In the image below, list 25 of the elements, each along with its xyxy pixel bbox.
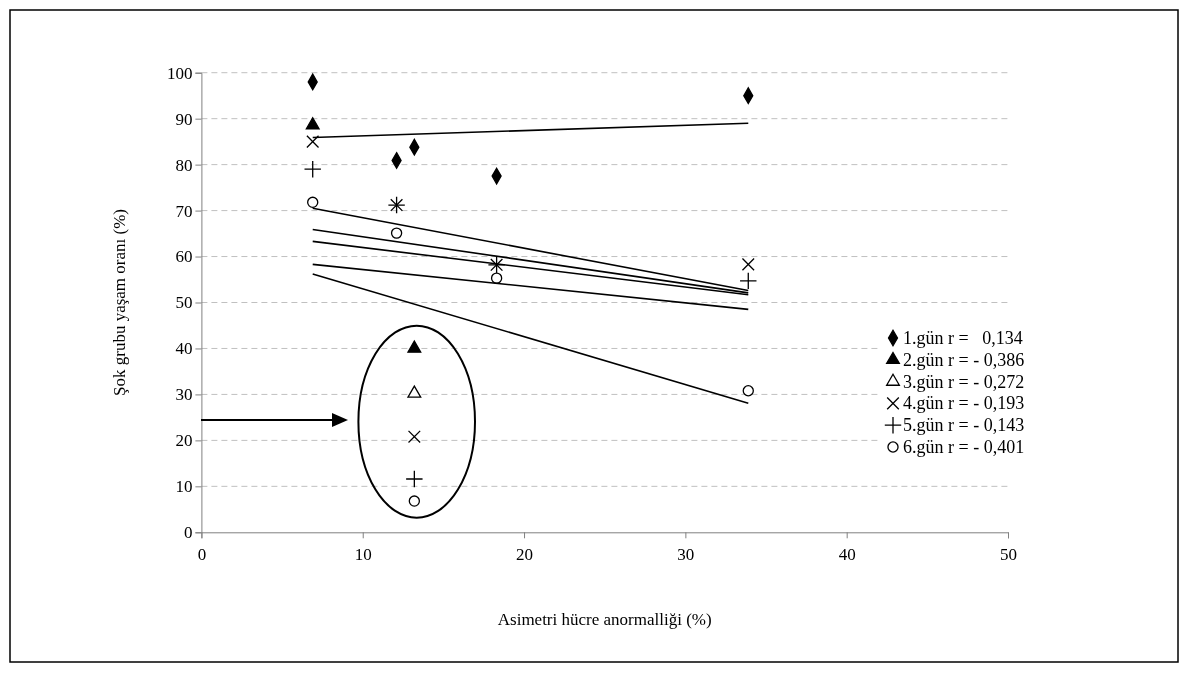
y-tick-label: 60 — [175, 247, 193, 267]
y-tick-label: 70 — [175, 201, 193, 221]
legend-label: 1.gün r = 0,134 — [903, 328, 1023, 348]
y-tick-label: 10 — [175, 477, 193, 497]
legend-label: 5.gün r = - 0,143 — [903, 415, 1025, 436]
y-tick-label: 40 — [175, 339, 193, 359]
x-tick-label: 10 — [354, 545, 372, 564]
y-tick-label: 100 — [166, 63, 193, 83]
legend-label: 2.gün r = - 0,386 — [903, 349, 1025, 370]
y-tick-label: 90 — [175, 109, 193, 129]
y-axis-title: Şok grubu yaşam oranı (%) — [110, 209, 129, 396]
x-tick-label: 40 — [838, 545, 856, 564]
y-tick-label: 30 — [175, 385, 193, 405]
legend-label: 3.gün r = - 0,272 — [903, 371, 1025, 392]
y-tick-label: 0 — [183, 523, 193, 543]
y-tick-label: 50 — [175, 293, 193, 313]
legend-label: 4.gün r = - 0,193 — [903, 393, 1025, 414]
x-tick-label: 30 — [677, 545, 695, 564]
x-axis-title: Asimetri hücre anormalliği (%) — [497, 610, 712, 629]
x-tick-label: 20 — [516, 545, 534, 564]
x-tick-label: 50 — [1000, 545, 1017, 564]
legend-label: 6.gün r = - 0,401 — [903, 437, 1025, 457]
x-tick-label: 0 — [197, 545, 207, 564]
y-tick-label: 80 — [175, 155, 193, 175]
y-tick-label: 20 — [175, 431, 193, 451]
